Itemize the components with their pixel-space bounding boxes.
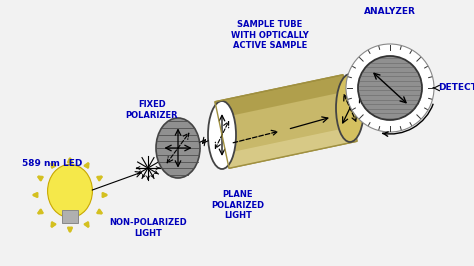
- Text: 589 nm LED: 589 nm LED: [22, 159, 82, 168]
- Bar: [62, 210, 78, 223]
- Text: PLANE
POLARIZED
LIGHT: PLANE POLARIZED LIGHT: [211, 190, 264, 220]
- Polygon shape: [226, 126, 357, 168]
- Ellipse shape: [336, 74, 364, 142]
- Ellipse shape: [156, 118, 200, 178]
- Text: DETECTOR: DETECTOR: [438, 84, 474, 93]
- Text: SAMPLE TUBE
WITH OPTICALLY
ACTIVE SAMPLE: SAMPLE TUBE WITH OPTICALLY ACTIVE SAMPLE: [231, 20, 309, 50]
- Ellipse shape: [47, 164, 92, 218]
- Circle shape: [358, 56, 422, 120]
- Circle shape: [346, 44, 434, 132]
- Text: ANALYZER: ANALYZER: [364, 7, 416, 16]
- Ellipse shape: [208, 101, 236, 169]
- Text: FIXED
POLARIZER: FIXED POLARIZER: [126, 100, 178, 120]
- Polygon shape: [215, 75, 357, 168]
- Polygon shape: [215, 75, 346, 118]
- Text: NON-POLARIZED
LIGHT: NON-POLARIZED LIGHT: [109, 218, 187, 238]
